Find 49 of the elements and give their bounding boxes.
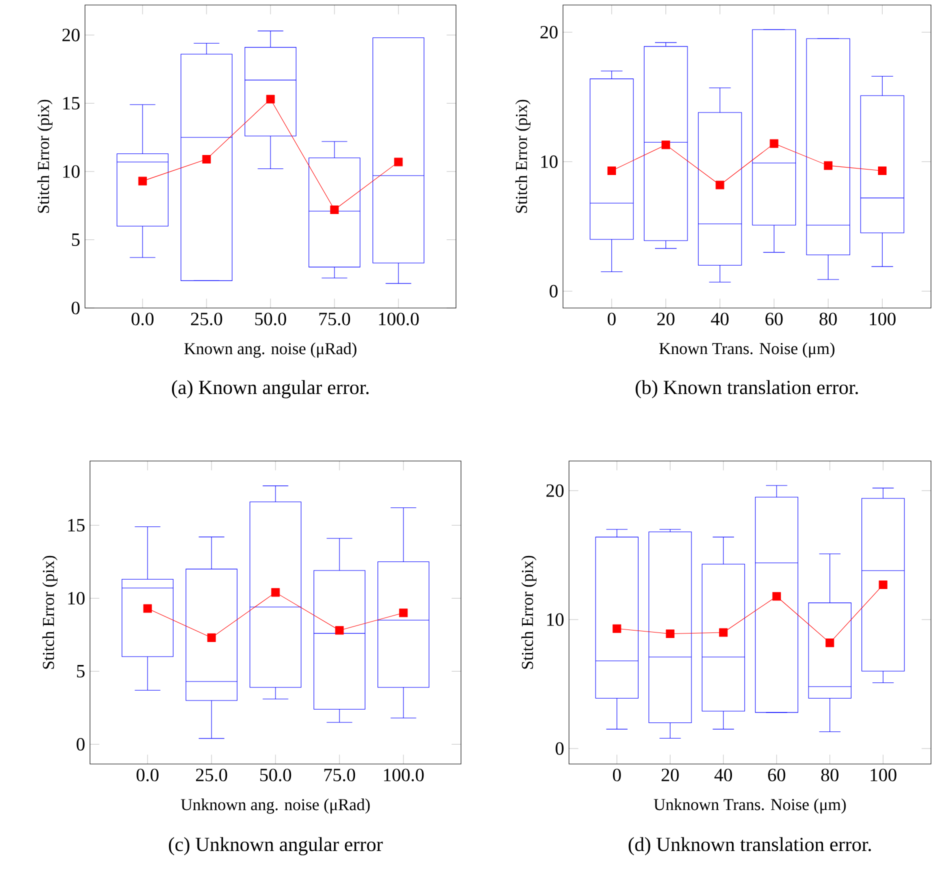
x-tick-label: 25.0 (196, 768, 228, 782)
x-tick-label: 75.0 (319, 312, 350, 326)
x-axis-title: Known Trans. Noise (μm) (659, 342, 834, 358)
y-axis-title: Stitch Error (pix) (37, 100, 52, 213)
y-tick-label: 15 (68, 518, 85, 532)
y-tick-label: 0 (556, 742, 564, 755)
text: (a) Known angular error. (172, 380, 369, 398)
x-tick-label: 100.0 (379, 312, 419, 326)
x-tick-label: 0 (608, 312, 616, 326)
x-tick-label: 60 (766, 312, 783, 326)
y-axis-title: Stitch Error (pix) (515, 100, 530, 213)
x-axis-title: Unknown ang. noise (μRad) (180, 798, 370, 814)
y-tick-label: 20 (540, 26, 558, 38)
y-tick-label: 10 (63, 165, 80, 178)
y-tick-label: 0 (72, 302, 80, 314)
x-tick-label: 40 (714, 768, 732, 782)
y-tick-label: 20 (62, 28, 80, 42)
x-tick-label: 60 (768, 768, 786, 782)
y-tick-label: 0 (76, 738, 85, 751)
y-tick-label: 15 (63, 97, 80, 110)
x-tick-label: 100.0 (384, 768, 424, 782)
x-tick-label: 100 (870, 312, 896, 326)
x-tick-label: 0 (612, 768, 621, 782)
x-tick-label: 100 (870, 768, 896, 782)
y-tick-label: 10 (68, 592, 85, 605)
x-tick-label: 0.0 (132, 312, 154, 326)
y-tick-label: 5 (77, 665, 85, 678)
x-tick-label: 40 (710, 312, 729, 326)
y-axis-title: Stitch Error (pix) (521, 556, 536, 669)
x-tick-label: 50.0 (255, 312, 286, 326)
x-tick-label: 0.0 (136, 768, 159, 782)
text: (d) Unknown translation error. (628, 837, 871, 856)
text: (c) Unknown angular error (168, 837, 383, 856)
y-tick-label: 5 (72, 234, 80, 246)
x-tick-label: 50.0 (260, 768, 292, 782)
x-tick-label: 20 (657, 312, 674, 326)
y-axis-title: Stitch Error (pix) (42, 556, 58, 669)
x-tick-label: 20 (662, 768, 679, 782)
x-axis-title: Unknown Trans. Noise (μm) (654, 798, 846, 814)
x-tick-label: 80 (820, 312, 837, 326)
x-tick-label: 80 (821, 768, 838, 782)
y-tick-label: 10 (541, 155, 558, 168)
x-tick-label: 25.0 (191, 312, 222, 326)
y-tick-label: 20 (546, 484, 564, 497)
y-tick-label: 0 (550, 284, 558, 298)
text: (b) Known translation error. (636, 380, 858, 398)
y-tick-label: 10 (547, 613, 564, 626)
x-tick-label: 75.0 (324, 768, 356, 782)
x-axis-title: Known ang. noise (μRad) (184, 342, 356, 358)
